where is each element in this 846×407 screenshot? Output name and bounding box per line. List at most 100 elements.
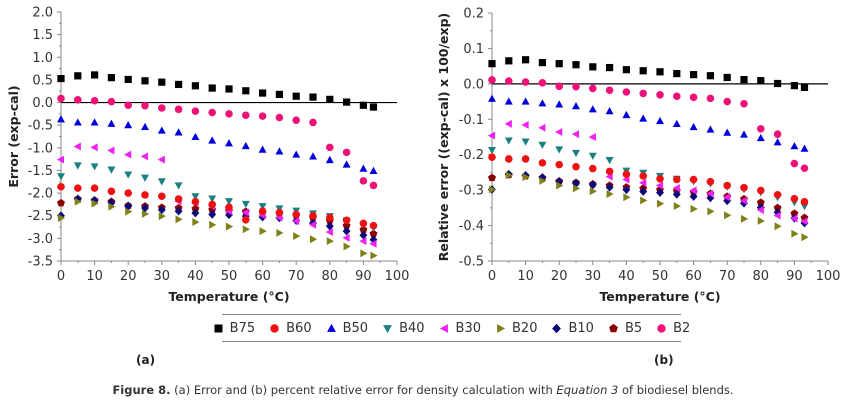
data-point-b10 <box>325 221 334 231</box>
x-tick-label: 60 <box>254 269 271 284</box>
data-point-b75 <box>589 63 597 71</box>
data-point-b20 <box>370 251 378 260</box>
y-tick-label: -3.5 <box>28 255 53 270</box>
data-point-b10 <box>141 203 149 213</box>
data-point-b50 <box>555 100 564 108</box>
data-point-b20 <box>707 207 715 216</box>
data-point-b10 <box>225 210 233 220</box>
data-point-b60 <box>656 175 664 183</box>
data-point-b50 <box>359 164 368 172</box>
data-point-b60 <box>538 159 547 167</box>
chart-b-relative-error: 0.2 0.1 0.0 -0.1 -0.2 -0.3 -0.4 -0.5 0 10 20 30 40 50… <box>436 7 840 305</box>
y-tick-label: 2.0 <box>32 6 53 21</box>
data-point-b20 <box>791 229 799 238</box>
data-point-b30 <box>521 120 529 129</box>
data-point-b20 <box>293 232 301 241</box>
series-b50 <box>57 115 378 174</box>
data-point-b75 <box>488 60 496 68</box>
data-point-b75 <box>292 92 300 100</box>
data-point-b60 <box>572 162 580 171</box>
data-point-b75 <box>369 103 378 111</box>
x-tick-label: 30 <box>585 269 602 284</box>
data-point-b2 <box>258 112 267 120</box>
data-point-b2 <box>521 78 530 86</box>
data-point-b40 <box>504 137 513 145</box>
data-point-b75 <box>673 69 681 78</box>
data-point-b50 <box>275 147 284 155</box>
data-point-b75 <box>606 63 614 72</box>
data-point-b75 <box>275 90 283 98</box>
data-point-b20 <box>360 249 368 258</box>
legend-label: B40 <box>399 320 425 336</box>
legend-marker <box>552 323 562 333</box>
data-point-b75 <box>639 67 647 75</box>
data-point-b50 <box>208 136 217 144</box>
legend-label: B10 <box>568 320 594 336</box>
legend-item-b75: B75 <box>213 321 255 336</box>
data-point-b75 <box>326 95 334 103</box>
data-point-b60 <box>174 195 183 203</box>
data-point-b20 <box>656 199 665 208</box>
data-point-b20 <box>225 222 234 231</box>
data-point-b2 <box>158 104 166 112</box>
series-b60 <box>488 153 809 206</box>
legend-item-b30: B30 <box>439 321 481 336</box>
data-point-b40 <box>488 147 496 155</box>
data-point-b2 <box>275 113 284 122</box>
data-point-b2 <box>90 96 99 105</box>
x-axis-title: Temperature (°C) <box>168 289 289 304</box>
data-point-b60 <box>158 192 166 201</box>
data-point-b75 <box>242 87 250 95</box>
data-point-b60 <box>275 208 284 217</box>
series-b75 <box>488 56 809 91</box>
data-point-b20 <box>242 225 250 234</box>
data-point-b60 <box>521 155 530 163</box>
data-point-b30 <box>790 214 798 223</box>
data-point-b60 <box>639 172 647 180</box>
data-point-b2 <box>538 79 547 87</box>
data-point-b40 <box>157 178 166 186</box>
legend-label: B60 <box>286 320 312 336</box>
series-b75 <box>57 71 378 111</box>
data-point-b60 <box>359 219 368 228</box>
data-point-b30 <box>487 131 496 140</box>
data-point-b75 <box>191 82 199 90</box>
data-point-b2 <box>622 88 631 96</box>
y-axis-title: Relative error ((exp-cal) x 100/exp) <box>436 13 451 262</box>
diamond-marker-icon <box>552 323 562 333</box>
data-point-b40 <box>605 156 614 165</box>
data-point-b75 <box>706 72 714 80</box>
data-point-b75 <box>57 74 65 83</box>
data-point-b40 <box>258 203 267 211</box>
data-point-b50 <box>342 160 351 168</box>
data-point-b2 <box>589 84 597 93</box>
y-tick-label: -1.5 <box>28 164 53 179</box>
data-point-b2 <box>174 105 183 114</box>
data-point-b75 <box>690 71 698 79</box>
data-point-b75 <box>505 57 513 65</box>
y-tick-label: -2.0 <box>28 187 53 202</box>
data-point-b2 <box>292 116 300 124</box>
data-point-b30 <box>157 155 165 164</box>
data-point-b20 <box>556 181 564 190</box>
data-point-b20 <box>488 185 497 194</box>
data-point-b75 <box>225 85 233 93</box>
x-tick-label: 90 <box>355 269 372 284</box>
series-b20 <box>57 197 378 260</box>
data-point-b75 <box>522 56 530 64</box>
series-b60 <box>57 182 378 230</box>
data-point-b30 <box>639 178 647 187</box>
x-tick-label: 80 <box>753 269 770 284</box>
data-point-b60 <box>589 164 597 173</box>
data-point-b75 <box>124 75 132 84</box>
circle-marker-icon <box>657 323 666 333</box>
x-tick-label: 90 <box>786 269 803 284</box>
triangle-right-marker-icon <box>497 323 506 333</box>
x-tick-label: 20 <box>120 269 137 284</box>
data-point-b50 <box>689 122 698 131</box>
caption-figure-number: Figure 8. <box>112 383 171 397</box>
data-point-b30 <box>739 196 748 205</box>
data-point-b30 <box>241 208 249 217</box>
pentagon-marker-icon <box>609 323 618 332</box>
data-point-b5 <box>359 225 368 234</box>
